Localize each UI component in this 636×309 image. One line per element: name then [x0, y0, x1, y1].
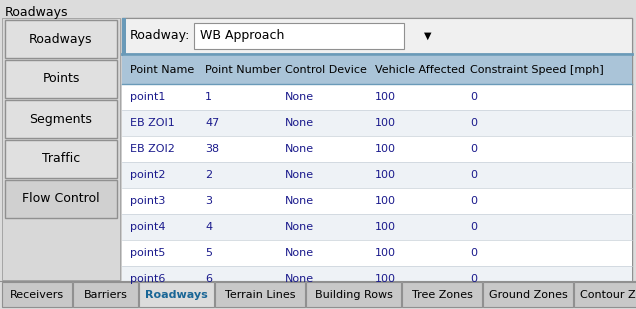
- Text: Traffic: Traffic: [42, 153, 80, 166]
- Text: Roadways: Roadways: [145, 290, 208, 300]
- Text: point2: point2: [130, 170, 165, 180]
- Text: None: None: [285, 118, 314, 128]
- Bar: [122, 18, 632, 280]
- Text: 6: 6: [205, 274, 212, 284]
- Text: 100: 100: [375, 196, 396, 206]
- Text: 0: 0: [470, 118, 477, 128]
- Text: 100: 100: [375, 274, 396, 284]
- Text: Barriers: Barriers: [83, 290, 127, 300]
- Bar: [122, 162, 632, 188]
- Text: 100: 100: [375, 118, 396, 128]
- Text: None: None: [285, 274, 314, 284]
- Text: 0: 0: [470, 170, 477, 180]
- Text: Roadway:: Roadway:: [130, 29, 190, 43]
- Text: 5: 5: [205, 248, 212, 258]
- Text: None: None: [285, 92, 314, 102]
- Text: Vehicle Affected: Vehicle Affected: [375, 65, 465, 75]
- Text: 4: 4: [205, 222, 212, 232]
- Text: Ground Zones: Ground Zones: [488, 290, 567, 300]
- Text: EB ZOI2: EB ZOI2: [130, 144, 175, 154]
- Bar: [402, 282, 482, 307]
- Text: WB Approach: WB Approach: [200, 29, 284, 43]
- Text: Segments: Segments: [29, 112, 92, 125]
- Text: Constraint Speed [mph]: Constraint Speed [mph]: [470, 65, 604, 75]
- Bar: [122, 110, 632, 136]
- Text: 100: 100: [375, 92, 396, 102]
- Text: point6: point6: [130, 274, 165, 284]
- Text: None: None: [285, 196, 314, 206]
- Bar: [215, 282, 305, 307]
- Text: 0: 0: [470, 92, 477, 102]
- Text: 100: 100: [375, 222, 396, 232]
- Bar: [122, 136, 632, 162]
- Text: Point Name: Point Name: [130, 65, 194, 75]
- Text: 0: 0: [470, 248, 477, 258]
- Text: Control Device: Control Device: [285, 65, 367, 75]
- Bar: [122, 84, 632, 110]
- Bar: [122, 240, 632, 266]
- Text: Tree Zones: Tree Zones: [411, 290, 473, 300]
- Bar: [194, 23, 404, 49]
- Text: 100: 100: [375, 170, 396, 180]
- Text: Contour Zones: Contour Zones: [581, 290, 636, 300]
- Text: Building Rows: Building Rows: [315, 290, 392, 300]
- Text: 0: 0: [470, 274, 477, 284]
- Text: 1: 1: [205, 92, 212, 102]
- Text: 2: 2: [205, 170, 212, 180]
- Text: 100: 100: [375, 144, 396, 154]
- Bar: [2, 18, 120, 280]
- Text: 0: 0: [470, 196, 477, 206]
- Text: 47: 47: [205, 118, 219, 128]
- Text: 100: 100: [375, 248, 396, 258]
- Bar: [306, 282, 401, 307]
- Bar: [483, 282, 573, 307]
- Bar: [122, 266, 632, 292]
- Text: point3: point3: [130, 196, 165, 206]
- Text: 0: 0: [470, 222, 477, 232]
- Bar: [122, 214, 632, 240]
- Text: Roadways: Roadways: [29, 32, 93, 45]
- Text: Points: Points: [43, 73, 80, 86]
- Text: Receivers: Receivers: [10, 290, 64, 300]
- Text: 38: 38: [205, 144, 219, 154]
- Text: point5: point5: [130, 248, 165, 258]
- Bar: [5, 60, 117, 98]
- Text: 3: 3: [205, 196, 212, 206]
- Text: point1: point1: [130, 92, 165, 102]
- Text: Point Number: Point Number: [205, 65, 281, 75]
- Bar: [122, 18, 632, 54]
- Bar: [122, 188, 632, 214]
- Text: None: None: [285, 248, 314, 258]
- Bar: [5, 180, 117, 218]
- Text: None: None: [285, 170, 314, 180]
- Bar: [574, 282, 636, 307]
- Bar: [5, 140, 117, 178]
- Bar: [139, 282, 214, 307]
- Text: ▼: ▼: [424, 31, 431, 41]
- Text: None: None: [285, 144, 314, 154]
- Text: point4: point4: [130, 222, 165, 232]
- Bar: [122, 56, 632, 84]
- Text: EB ZOI1: EB ZOI1: [130, 118, 175, 128]
- Text: 0: 0: [470, 144, 477, 154]
- Text: Terrain Lines: Terrain Lines: [225, 290, 295, 300]
- Text: Flow Control: Flow Control: [22, 193, 100, 205]
- Bar: [122, 18, 126, 54]
- Text: Roadways: Roadways: [5, 6, 69, 19]
- Bar: [5, 100, 117, 138]
- Bar: [2, 282, 72, 307]
- Bar: [0, 281, 636, 309]
- Text: None: None: [285, 222, 314, 232]
- Bar: [73, 282, 138, 307]
- Bar: [5, 20, 117, 58]
